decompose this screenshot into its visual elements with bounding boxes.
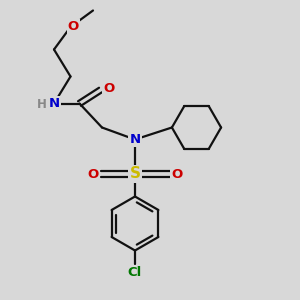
Text: O: O (87, 167, 99, 181)
Text: S: S (130, 167, 140, 182)
Text: O: O (103, 82, 115, 95)
Text: H: H (37, 98, 46, 111)
Text: O: O (171, 167, 183, 181)
Text: Cl: Cl (128, 266, 142, 280)
Text: O: O (68, 20, 79, 33)
Text: N: N (48, 97, 60, 110)
Text: N: N (129, 133, 141, 146)
